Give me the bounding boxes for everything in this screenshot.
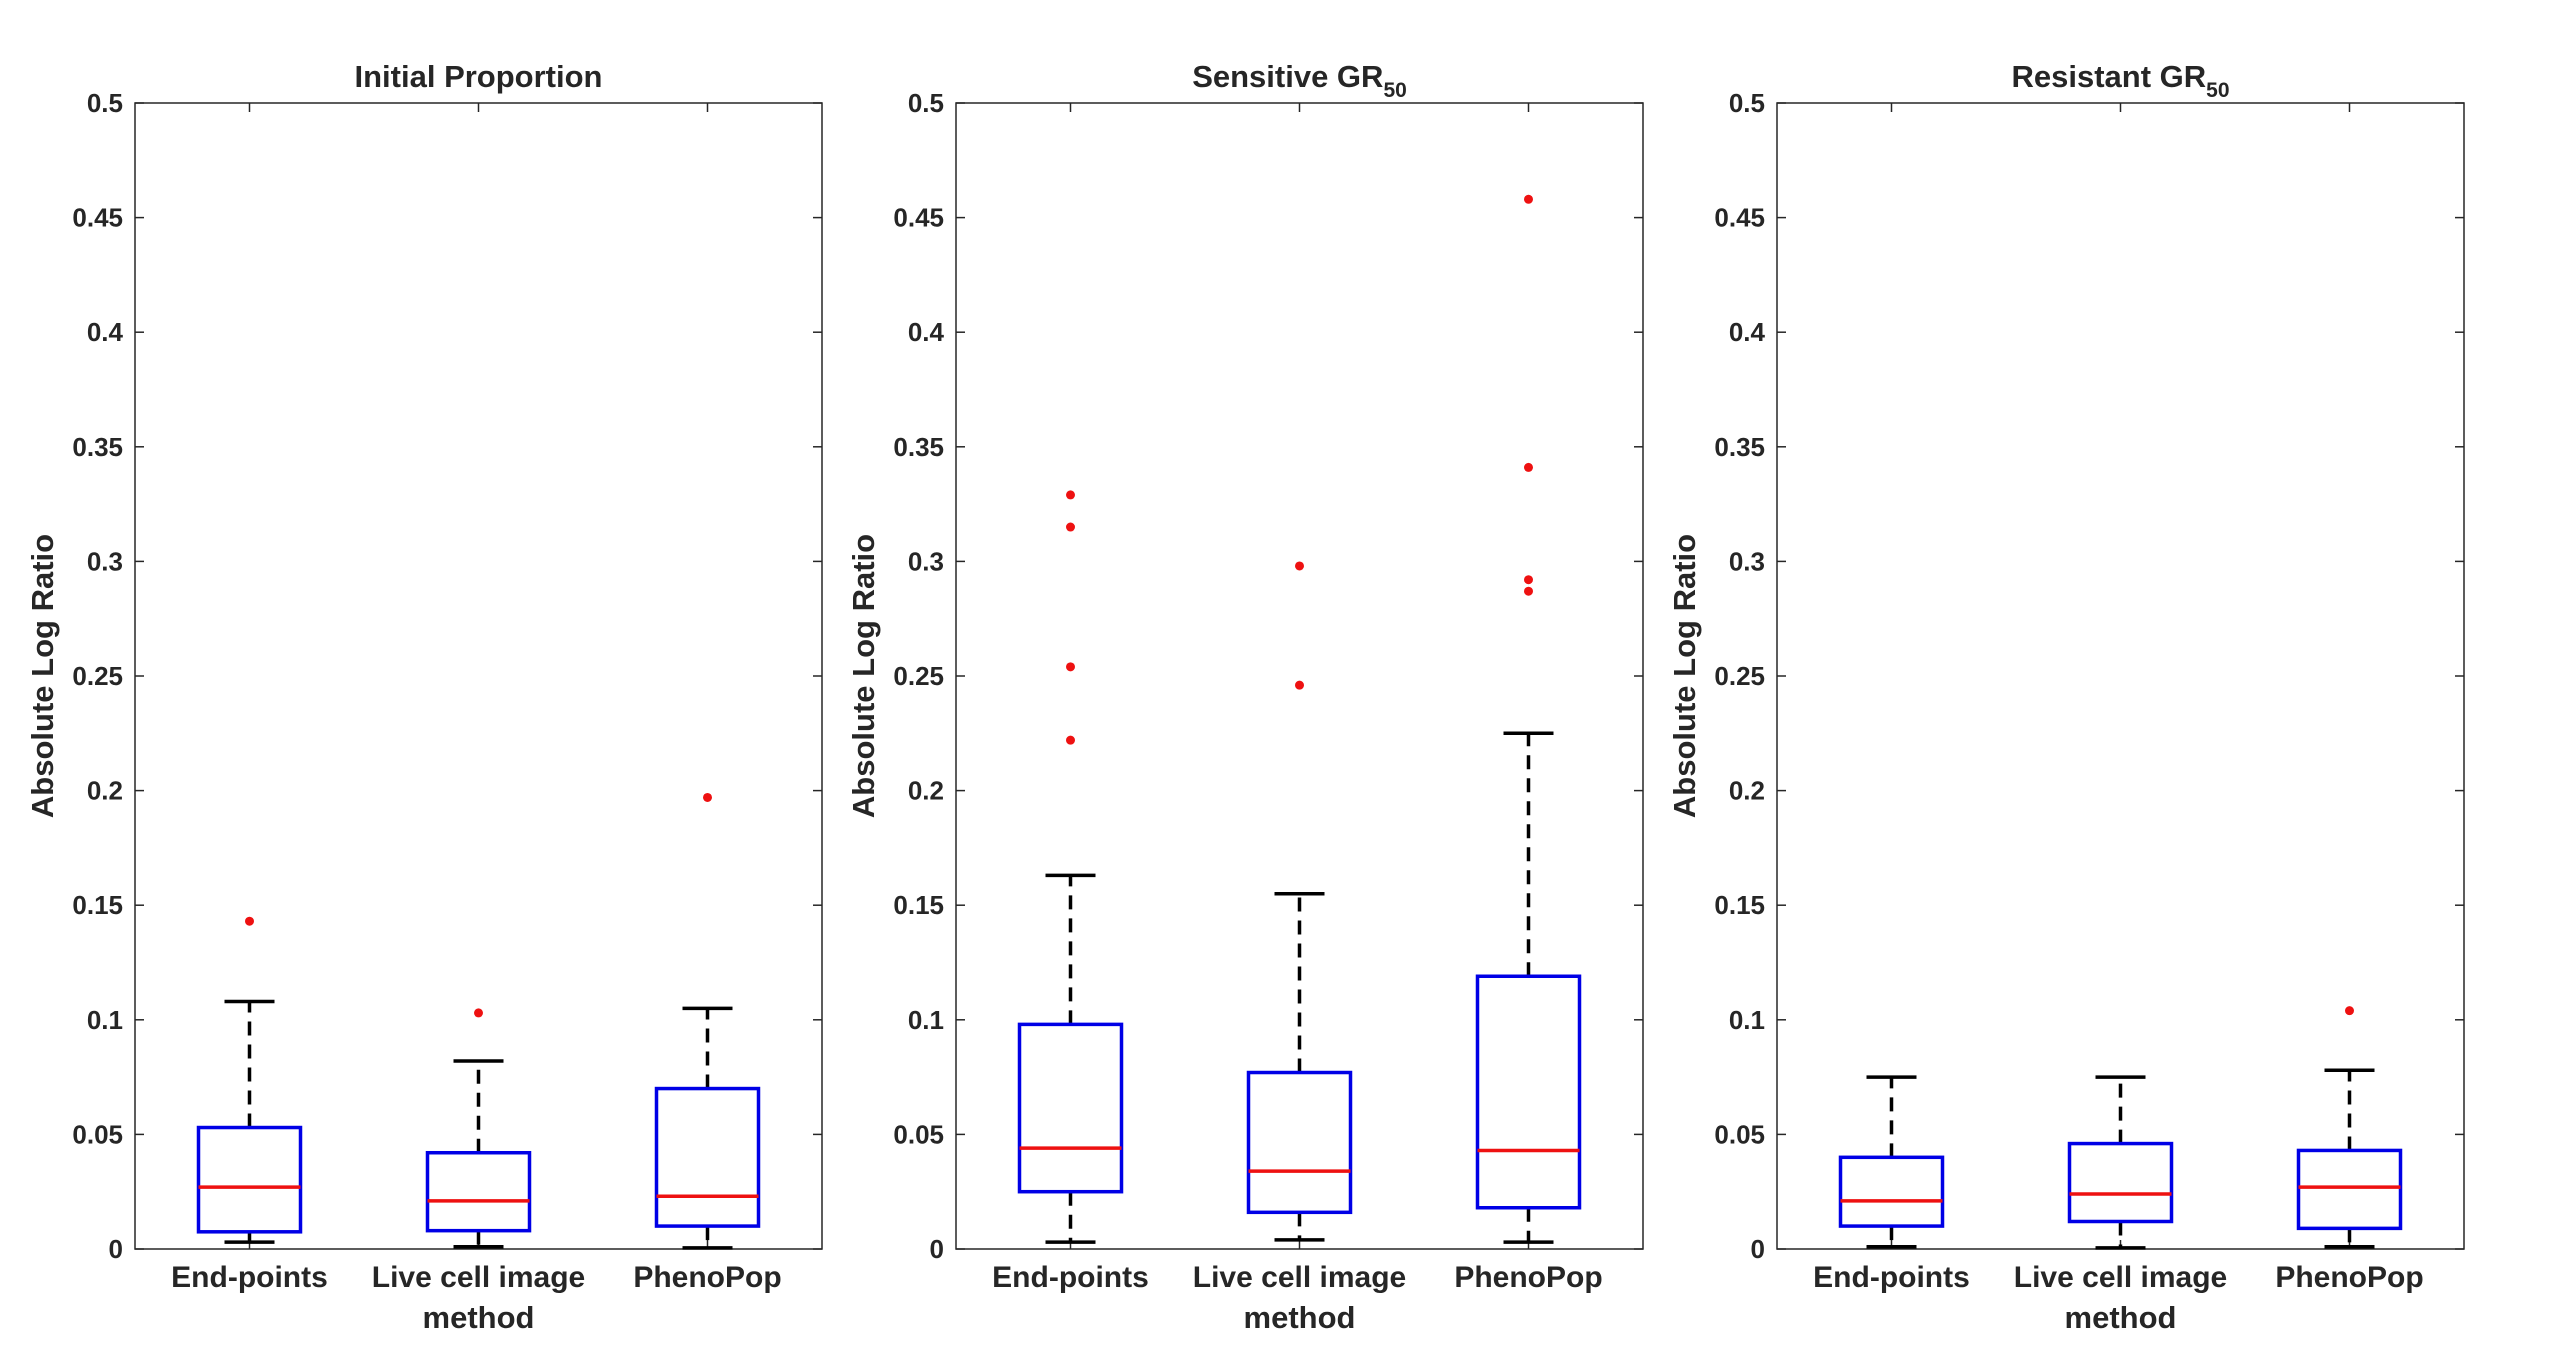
y-tick-label: 0.25 [1714,661,1765,691]
y-tick-label: 0.3 [87,546,123,576]
x-category-label: PhenoPop [2275,1261,2423,1294]
y-tick-label: 0.25 [893,661,944,691]
y-tick-label: 0 [109,1234,123,1264]
outlier-point [474,1008,483,1018]
outlier-point [1295,561,1304,571]
iqr-box [1246,1070,1353,1215]
y-tick-label: 0.35 [72,432,123,462]
y-tick-label: 0.4 [87,317,124,347]
outlier-point [1066,490,1075,500]
iqr-box [2296,1148,2403,1231]
chart-panel-2: 0 0.05 0.1 0.15 0.2 0.25 0.3 0.35 0.4 0.45 0.5 End-… [846,59,1644,1335]
box-1 [196,916,303,1244]
y-tick-label: 0.4 [908,317,945,347]
outlier-point [1295,680,1304,690]
iqr-box [425,1150,532,1233]
y-tick-label: 0.45 [893,203,944,233]
outlier-point [1066,735,1075,745]
box-2 [2067,1075,2174,1250]
y-tick-label: 0.05 [893,1119,944,1149]
iqr-box [2067,1141,2174,1224]
x-category-label: Live cell image [372,1261,585,1294]
y-tick-label: 0.1 [908,1005,944,1035]
x-category-label: PhenoPop [1454,1261,1602,1294]
y-tick-label: 0.1 [87,1005,123,1035]
x-axis-title: method [1244,1300,1356,1335]
y-tick-label: 0.5 [908,88,944,118]
box-2 [1246,561,1353,1242]
chart-panel-1: 0 0.05 0.1 0.15 0.2 0.25 0.3 0.35 0.4 0.45 0.5 End-… [25,59,823,1335]
y-tick-label: 0.1 [1729,1005,1765,1035]
y-tick-label: 0.3 [908,546,944,576]
y-tick-label: 0.15 [1714,890,1765,920]
outlier-point [1066,662,1075,672]
y-axis-title: Absolute Log Ratio [846,534,881,818]
box-1 [1017,490,1124,1244]
y-tick-label: 0.15 [72,890,123,920]
outlier-point [1066,522,1075,532]
y-tick-label: 0.05 [1714,1119,1765,1149]
box-1 [1838,1075,1945,1249]
outlier-point [1524,194,1533,204]
outlier-point [1524,586,1533,596]
iqr-box [1838,1155,1945,1228]
y-tick-label: 0.45 [72,203,123,233]
iqr-box [1475,974,1582,1210]
x-axis-title: method [423,1300,535,1335]
outlier-point [1524,462,1533,472]
y-tick-label: 0 [930,1234,944,1264]
y-axis-title: Absolute Log Ratio [1667,534,1702,818]
outlier-point [2345,1006,2354,1016]
y-tick-label: 0.25 [72,661,123,691]
box-2 [425,1008,532,1249]
iqr-box [196,1125,303,1234]
y-tick-label: 0.4 [1729,317,1766,347]
box-3 [654,792,761,1250]
box-3 [2296,1006,2403,1249]
y-tick-label: 0.5 [87,88,123,118]
x-axis-title: method [2065,1300,2177,1335]
outlier-point [1524,575,1533,585]
box-3 [1475,194,1582,1244]
x-category-label: Live cell image [1193,1261,1406,1294]
y-tick-label: 0.45 [1714,203,1765,233]
y-tick-label: 0.2 [87,776,123,806]
y-axis-title: Absolute Log Ratio [25,534,60,818]
outlier-point [245,916,254,926]
panel-title: Resistant GR50 [2011,59,2229,102]
y-tick-label: 0.15 [893,890,944,920]
iqr-box [1017,1022,1124,1194]
y-tick-label: 0.2 [908,776,944,806]
x-category-label: End-points [992,1261,1149,1294]
x-category-label: End-points [171,1261,328,1294]
outlier-point [703,792,712,802]
y-tick-label: 0.05 [72,1119,123,1149]
x-category-label: PhenoPop [633,1261,781,1294]
chart-panel-3: 0 0.05 0.1 0.15 0.2 0.25 0.3 0.35 0.4 0.45 0.5 End-… [1667,59,2465,1335]
y-tick-label: 0.5 [1729,88,1765,118]
y-tick-label: 0.2 [1729,776,1765,806]
y-tick-label: 0.3 [1729,546,1765,576]
panel-title: Initial Proportion [355,59,603,94]
y-tick-label: 0.35 [1714,432,1765,462]
y-tick-label: 0 [1751,1234,1765,1264]
x-category-label: Live cell image [2014,1261,2227,1294]
x-category-label: End-points [1813,1261,1970,1294]
y-tick-label: 0.35 [893,432,944,462]
panel-title: Sensitive GR50 [1192,59,1407,102]
iqr-box [654,1086,761,1228]
